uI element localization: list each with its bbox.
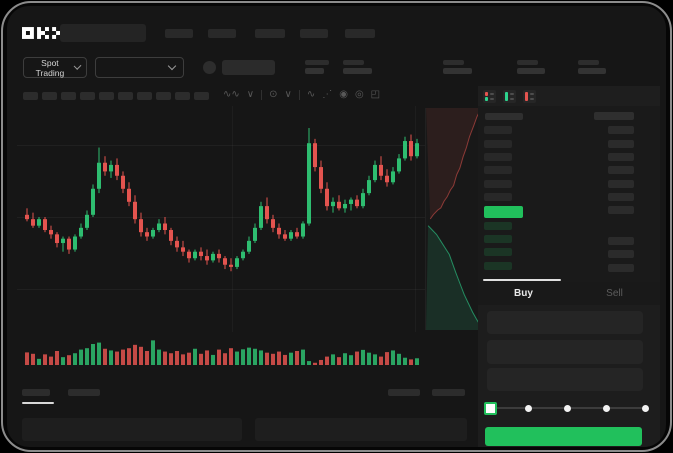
snapshot-icon[interactable]: ◉ bbox=[339, 89, 348, 100]
app-screen: Spot Trading ∿∿ ∨ ⊙ ∨ ∿ ⋰ ◉ ◎ ◰ bbox=[7, 6, 666, 447]
timeframe-button-placeholder[interactable] bbox=[118, 92, 133, 100]
tab-buy[interactable]: Buy bbox=[514, 288, 533, 299]
ask-row[interactable] bbox=[484, 166, 512, 174]
orderbook-bids-view-icon[interactable] bbox=[503, 90, 516, 103]
ask-row[interactable] bbox=[484, 153, 512, 161]
orderbook-combined-view-icon[interactable] bbox=[483, 90, 496, 103]
toolbar-divider bbox=[261, 90, 263, 100]
ticker-stat bbox=[578, 60, 606, 74]
nav-item-placeholder[interactable] bbox=[345, 29, 375, 38]
pair-selector[interactable] bbox=[95, 57, 184, 78]
nav-item-placeholder[interactable] bbox=[208, 29, 236, 38]
slider-step-dot[interactable] bbox=[525, 405, 533, 412]
orderbook-size-row[interactable] bbox=[608, 140, 634, 148]
orderbook-size-row[interactable] bbox=[608, 237, 634, 245]
pair-name-placeholder bbox=[222, 60, 275, 75]
orders-table-placeholder bbox=[22, 418, 242, 441]
orders-filter[interactable] bbox=[388, 389, 420, 396]
timeframe-button-placeholder[interactable] bbox=[99, 92, 114, 100]
orderbook-left-header bbox=[485, 113, 523, 120]
nav-item-placeholder[interactable] bbox=[255, 29, 285, 38]
active-tab-indicator bbox=[483, 279, 561, 281]
timeframe-button-placeholder[interactable] bbox=[137, 92, 152, 100]
orderbook-size-row[interactable] bbox=[608, 126, 634, 134]
ticker-stat bbox=[305, 60, 329, 74]
search-input[interactable] bbox=[60, 24, 146, 42]
ask-row[interactable] bbox=[484, 126, 512, 134]
bid-row[interactable] bbox=[484, 248, 512, 256]
orderbook-right-header bbox=[594, 112, 634, 120]
slider-handle[interactable] bbox=[484, 402, 497, 415]
indicator-icon[interactable]: ⊙ bbox=[269, 89, 278, 100]
okx-logo[interactable] bbox=[22, 27, 64, 39]
orderbook-size-row[interactable] bbox=[608, 193, 634, 201]
last-price-bar[interactable] bbox=[484, 206, 523, 218]
ticker-stat bbox=[343, 60, 372, 74]
toolbar-divider bbox=[298, 90, 300, 100]
market-type-label: Spot Trading bbox=[35, 57, 65, 78]
settings-icon[interactable]: ◎ bbox=[354, 89, 364, 100]
trade-tab-bar: Buy Sell bbox=[478, 282, 660, 305]
buy-submit-button[interactable] bbox=[485, 427, 642, 446]
orderbook-size-row[interactable] bbox=[608, 250, 634, 258]
orders-tab[interactable] bbox=[68, 389, 100, 396]
nav-item-placeholder[interactable] bbox=[300, 29, 328, 38]
slider-step-dot[interactable] bbox=[564, 405, 571, 412]
price-input[interactable] bbox=[487, 311, 643, 334]
orderbook-size-row[interactable] bbox=[608, 166, 634, 174]
compare-icon[interactable]: ⋰ bbox=[322, 89, 333, 100]
bid-row[interactable] bbox=[484, 235, 512, 243]
chart-style-chevron-icon[interactable]: ∨ bbox=[246, 89, 255, 100]
coin-icon bbox=[203, 61, 216, 74]
orders-table-placeholder bbox=[255, 418, 467, 441]
orderbook-view-toggles bbox=[483, 90, 536, 103]
orderbook-asks-view-icon[interactable] bbox=[523, 90, 536, 103]
bid-row[interactable] bbox=[484, 222, 512, 230]
ticker-stat bbox=[443, 60, 472, 74]
slider-step-dot[interactable] bbox=[602, 405, 610, 412]
fullscreen-icon[interactable]: ◰ bbox=[370, 89, 381, 100]
timeframe-button-placeholder[interactable] bbox=[23, 92, 38, 100]
ticker-stat bbox=[517, 60, 545, 74]
indicator-chevron-icon[interactable]: ∨ bbox=[284, 89, 292, 100]
orderbook-size-row[interactable] bbox=[608, 180, 634, 188]
line-tool-icon[interactable]: ∿ bbox=[306, 89, 316, 100]
orders-tab-underline bbox=[22, 402, 54, 404]
ask-row[interactable] bbox=[484, 180, 512, 188]
slider-step-dot[interactable] bbox=[641, 405, 649, 412]
timeframe-button-placeholder[interactable] bbox=[61, 92, 76, 100]
orderbook-size-row[interactable] bbox=[608, 153, 634, 161]
chart-style-icon[interactable]: ∿∿ bbox=[223, 89, 240, 100]
ask-row[interactable] bbox=[484, 140, 512, 148]
market-type-selector[interactable]: Spot Trading bbox=[23, 57, 87, 78]
depth-chart-svg[interactable] bbox=[425, 108, 480, 330]
ask-row[interactable] bbox=[484, 193, 512, 201]
tab-sell[interactable]: Sell bbox=[606, 288, 623, 299]
price-chart-svg[interactable] bbox=[17, 106, 427, 376]
total-input[interactable] bbox=[487, 368, 643, 391]
timeframe-button-placeholder[interactable] bbox=[80, 92, 95, 100]
chevron-down-icon bbox=[167, 61, 177, 71]
timeframe-button-placeholder[interactable] bbox=[42, 92, 57, 100]
chevron-down-icon bbox=[73, 62, 82, 70]
orderbook-size-row[interactable] bbox=[608, 264, 634, 272]
timeframe-button-placeholder[interactable] bbox=[156, 92, 171, 100]
chart-tools: ∿∿ ∨ ⊙ ∨ ∿ ⋰ ◉ ◎ ◰ bbox=[223, 88, 380, 102]
timeframe-button-placeholder[interactable] bbox=[194, 92, 209, 100]
orders-filter[interactable] bbox=[432, 389, 465, 396]
bid-row[interactable] bbox=[484, 262, 512, 270]
timeframe-button-placeholder[interactable] bbox=[175, 92, 190, 100]
orderbook-size-row[interactable] bbox=[608, 206, 634, 214]
amount-input[interactable] bbox=[487, 340, 643, 364]
orders-tab-active[interactable] bbox=[22, 389, 50, 396]
nav-item-placeholder[interactable] bbox=[165, 29, 193, 38]
